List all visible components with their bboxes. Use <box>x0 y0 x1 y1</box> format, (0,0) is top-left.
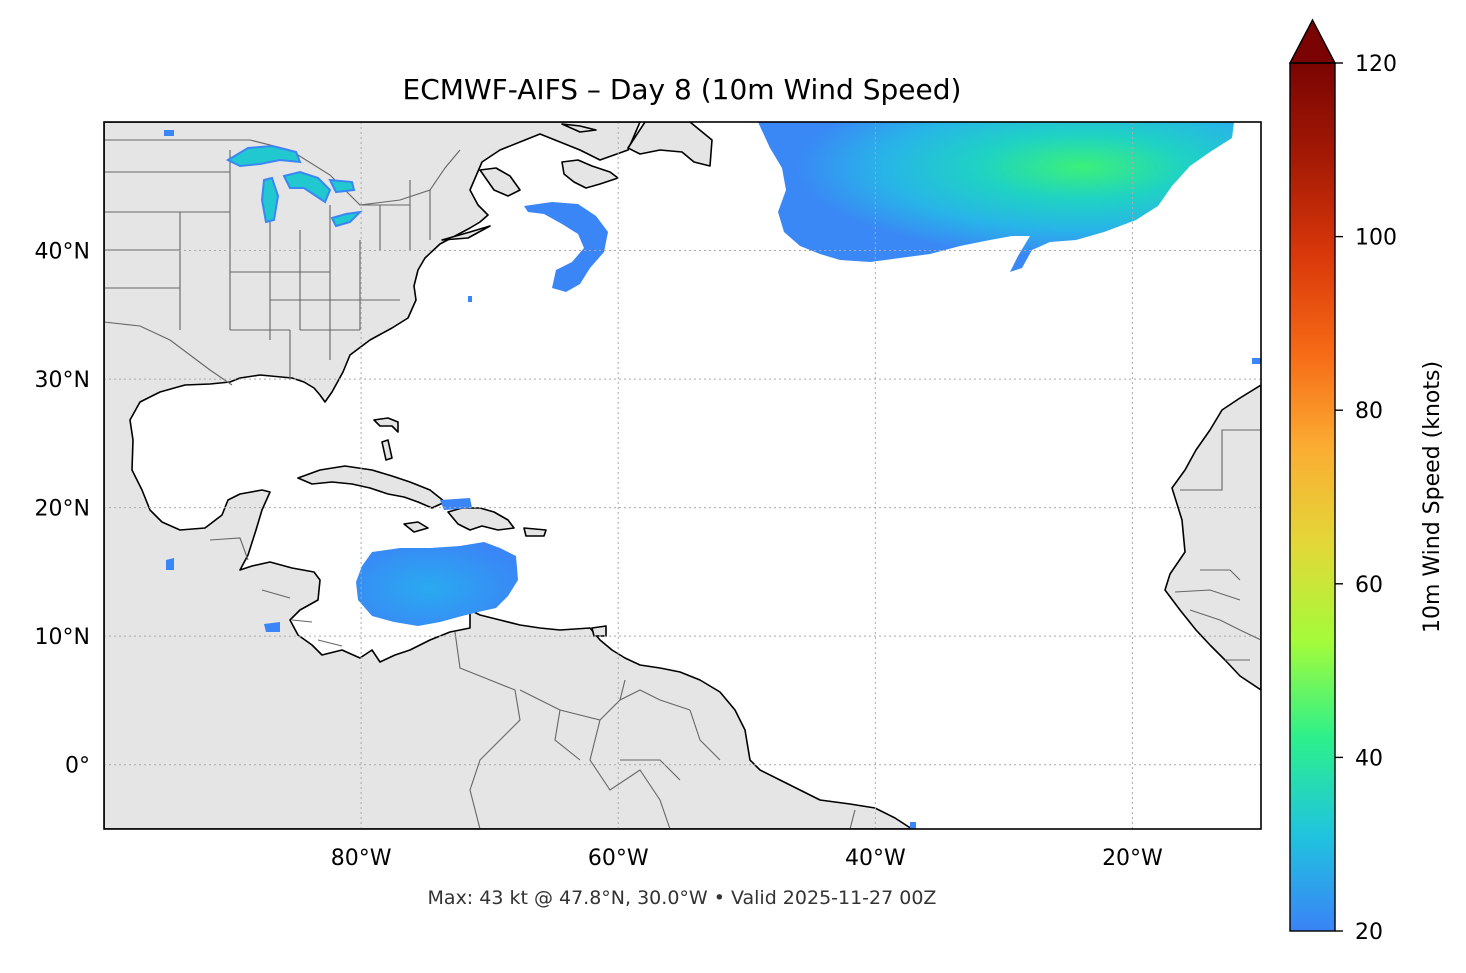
lon-tick-label: 80°W <box>331 846 392 871</box>
colorbar-tick-label: 100 <box>1355 226 1397 251</box>
colorbar-frame <box>1289 62 1336 932</box>
colorbar-tick-label: 60 <box>1355 573 1383 598</box>
wind-layer <box>164 122 1261 829</box>
map-title: ECMWF-AIFS – Day 8 (10m Wind Speed) <box>403 73 962 106</box>
trinidad-island <box>591 625 607 637</box>
africa-borders <box>1174 429 1261 661</box>
lat-tick-label: 40°N <box>35 240 90 265</box>
caribbean-jet-2 <box>440 498 472 510</box>
map-area <box>104 122 1261 829</box>
colorbar-ticks: 20 40 60 80 100 120 <box>1335 52 1397 945</box>
lon-tick-label: 20°W <box>1102 846 1163 871</box>
lat-tick-label: 0° <box>65 754 90 779</box>
north-atlantic-storm <box>758 122 1234 272</box>
mexico-central-borders <box>209 537 343 647</box>
colorbar-label: 10m Wind Speed (knots) <box>1420 361 1445 633</box>
max-wind-footer: Max: 43 kt @ 47.8°N, 30.0°W • Valid 2025… <box>428 887 937 909</box>
bahamas-island-2 <box>381 439 393 461</box>
colorbar-tick-label: 80 <box>1355 399 1383 424</box>
jamaica-island <box>403 521 429 533</box>
anticosti-island <box>561 123 597 133</box>
newfoundland-island <box>561 159 619 189</box>
bahamas-island <box>373 417 399 433</box>
colorbar-tick-label: 40 <box>1355 746 1383 771</box>
colorbar: 20 40 60 80 100 120 10m Wind Speed (knots) <box>1288 18 1445 945</box>
map-frame <box>103 121 1262 830</box>
colorbar-tick-label: 20 <box>1355 920 1383 945</box>
us-mexico-border <box>104 321 233 386</box>
long-island <box>441 225 491 241</box>
greenland-tip <box>627 122 713 167</box>
pacific-speck <box>166 558 280 632</box>
africa-land <box>1164 384 1261 691</box>
land-layer <box>104 122 1261 829</box>
latitude-ticks: 40°N 30°N 20°N 10°N 0° <box>35 240 90 779</box>
caribbean-jet <box>356 542 518 626</box>
us-state-lines-1 <box>104 150 431 380</box>
colorbar-tick-label: 120 <box>1355 52 1397 77</box>
south-america-borders <box>454 631 856 829</box>
cuba-island <box>297 465 446 509</box>
great-lakes-winds <box>225 144 363 228</box>
lat-tick-label: 30°N <box>35 368 90 393</box>
puerto-rico-island <box>523 527 547 537</box>
lon-tick-label: 40°W <box>845 846 906 871</box>
nova-scotia-jet <box>524 202 608 292</box>
colorbar-extend-max <box>1288 18 1337 64</box>
lon-tick-label: 60°W <box>588 846 649 871</box>
lat-tick-label: 10°N <box>35 625 90 650</box>
longitude-ticks: 80°W 60°W 40°W 20°W <box>331 846 1163 871</box>
nova-scotia <box>479 167 521 197</box>
north-america-land <box>104 122 913 829</box>
lat-tick-label: 20°N <box>35 497 90 522</box>
colorbar-gradient <box>1290 63 1335 931</box>
